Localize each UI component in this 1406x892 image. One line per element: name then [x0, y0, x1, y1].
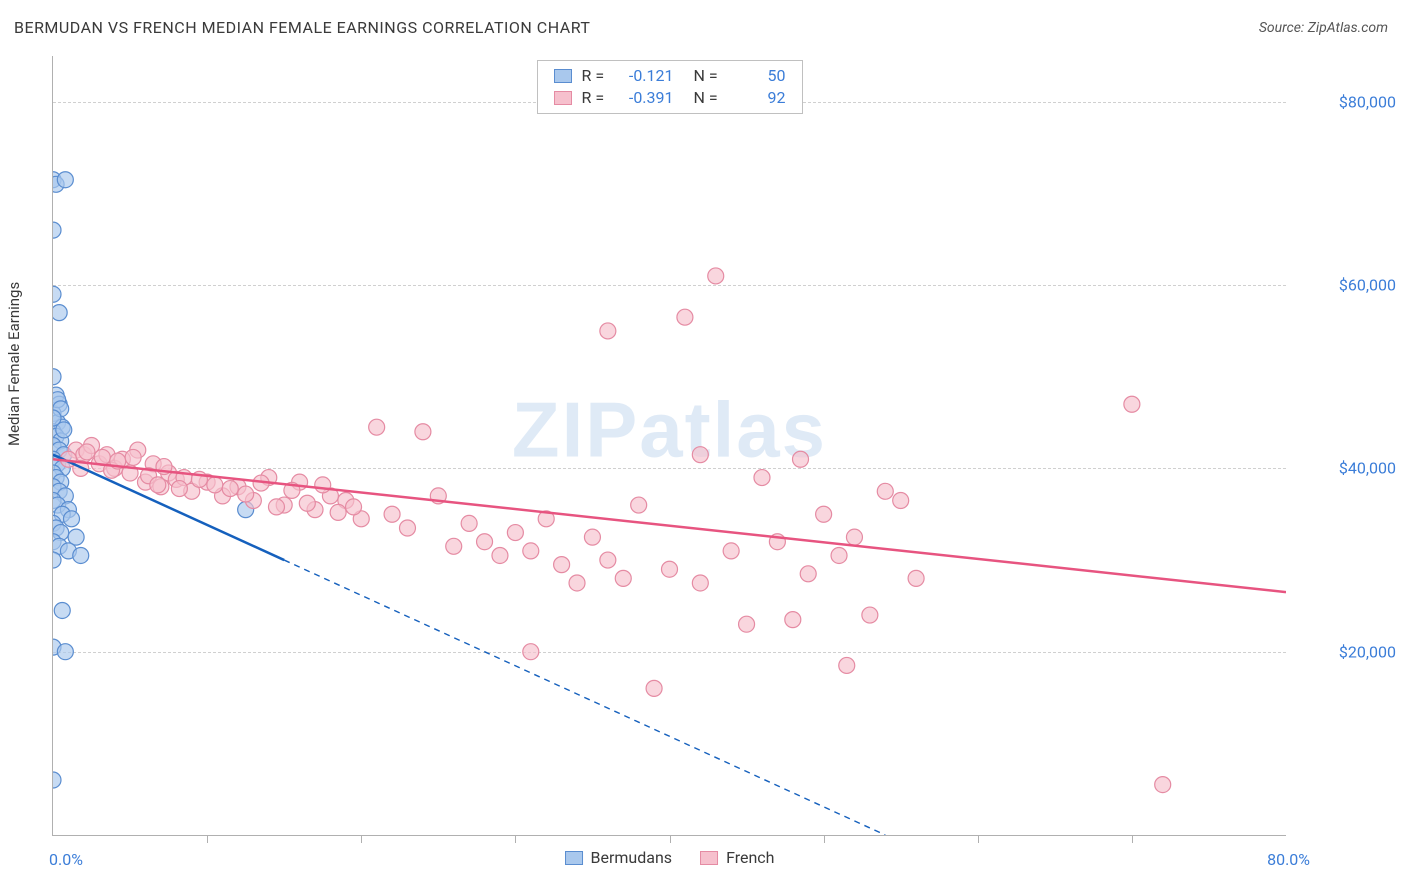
x-tick: [978, 835, 979, 843]
y-axis-label: Median Female Earnings: [5, 282, 23, 446]
correlation-legend: R = -0.121 N = 50 R = -0.391 N = 92: [537, 60, 803, 114]
x-tick: [824, 835, 825, 843]
r-value-french: -0.391: [620, 87, 674, 109]
x-tick: [670, 835, 671, 843]
chart-source: Source: ZipAtlas.com: [1259, 20, 1388, 36]
y-tick-label: $40,000: [1296, 459, 1396, 478]
y-tick-label: $80,000: [1296, 92, 1396, 111]
swatch-french-icon: [700, 851, 718, 865]
swatch-bermudans: [554, 69, 572, 83]
r-value-bermudans: -0.121: [620, 65, 674, 87]
n-label: N =: [694, 87, 726, 109]
n-label: N =: [694, 65, 726, 87]
legend-label-bermudans: Bermudans: [591, 848, 673, 867]
legend-label-french: French: [726, 848, 774, 867]
x-axis-min: 0.0%: [49, 850, 83, 869]
legend-item-bermudans: Bermudans: [565, 848, 673, 867]
n-value-french: 92: [732, 87, 786, 109]
correlation-chart: BERMUDAN VS FRENCH MEDIAN FEMALE EARNING…: [0, 0, 1406, 892]
plot-svg: [53, 56, 1286, 835]
x-tick: [515, 835, 516, 843]
y-tick-label: $20,000: [1296, 642, 1396, 661]
x-tick: [207, 835, 208, 843]
chart-title: BERMUDAN VS FRENCH MEDIAN FEMALE EARNING…: [14, 18, 590, 37]
x-tick: [361, 835, 362, 843]
swatch-bermudans-icon: [565, 851, 583, 865]
legend-row-bermudans: R = -0.121 N = 50: [554, 65, 786, 87]
r-label: R =: [582, 65, 614, 87]
x-tick: [1132, 835, 1133, 843]
legend-item-french: French: [700, 848, 774, 867]
n-value-bermudans: 50: [732, 65, 786, 87]
plot-area: ZIPatlas R = -0.121 N = 50 R = -0.391 N …: [52, 56, 1286, 836]
x-axis-max: 80.0%: [1267, 850, 1310, 869]
y-tick-label: $60,000: [1296, 276, 1396, 295]
series-legend: Bermudans French: [565, 848, 775, 867]
r-label: R =: [582, 87, 614, 109]
swatch-french: [554, 91, 572, 105]
legend-row-french: R = -0.391 N = 92: [554, 87, 786, 109]
